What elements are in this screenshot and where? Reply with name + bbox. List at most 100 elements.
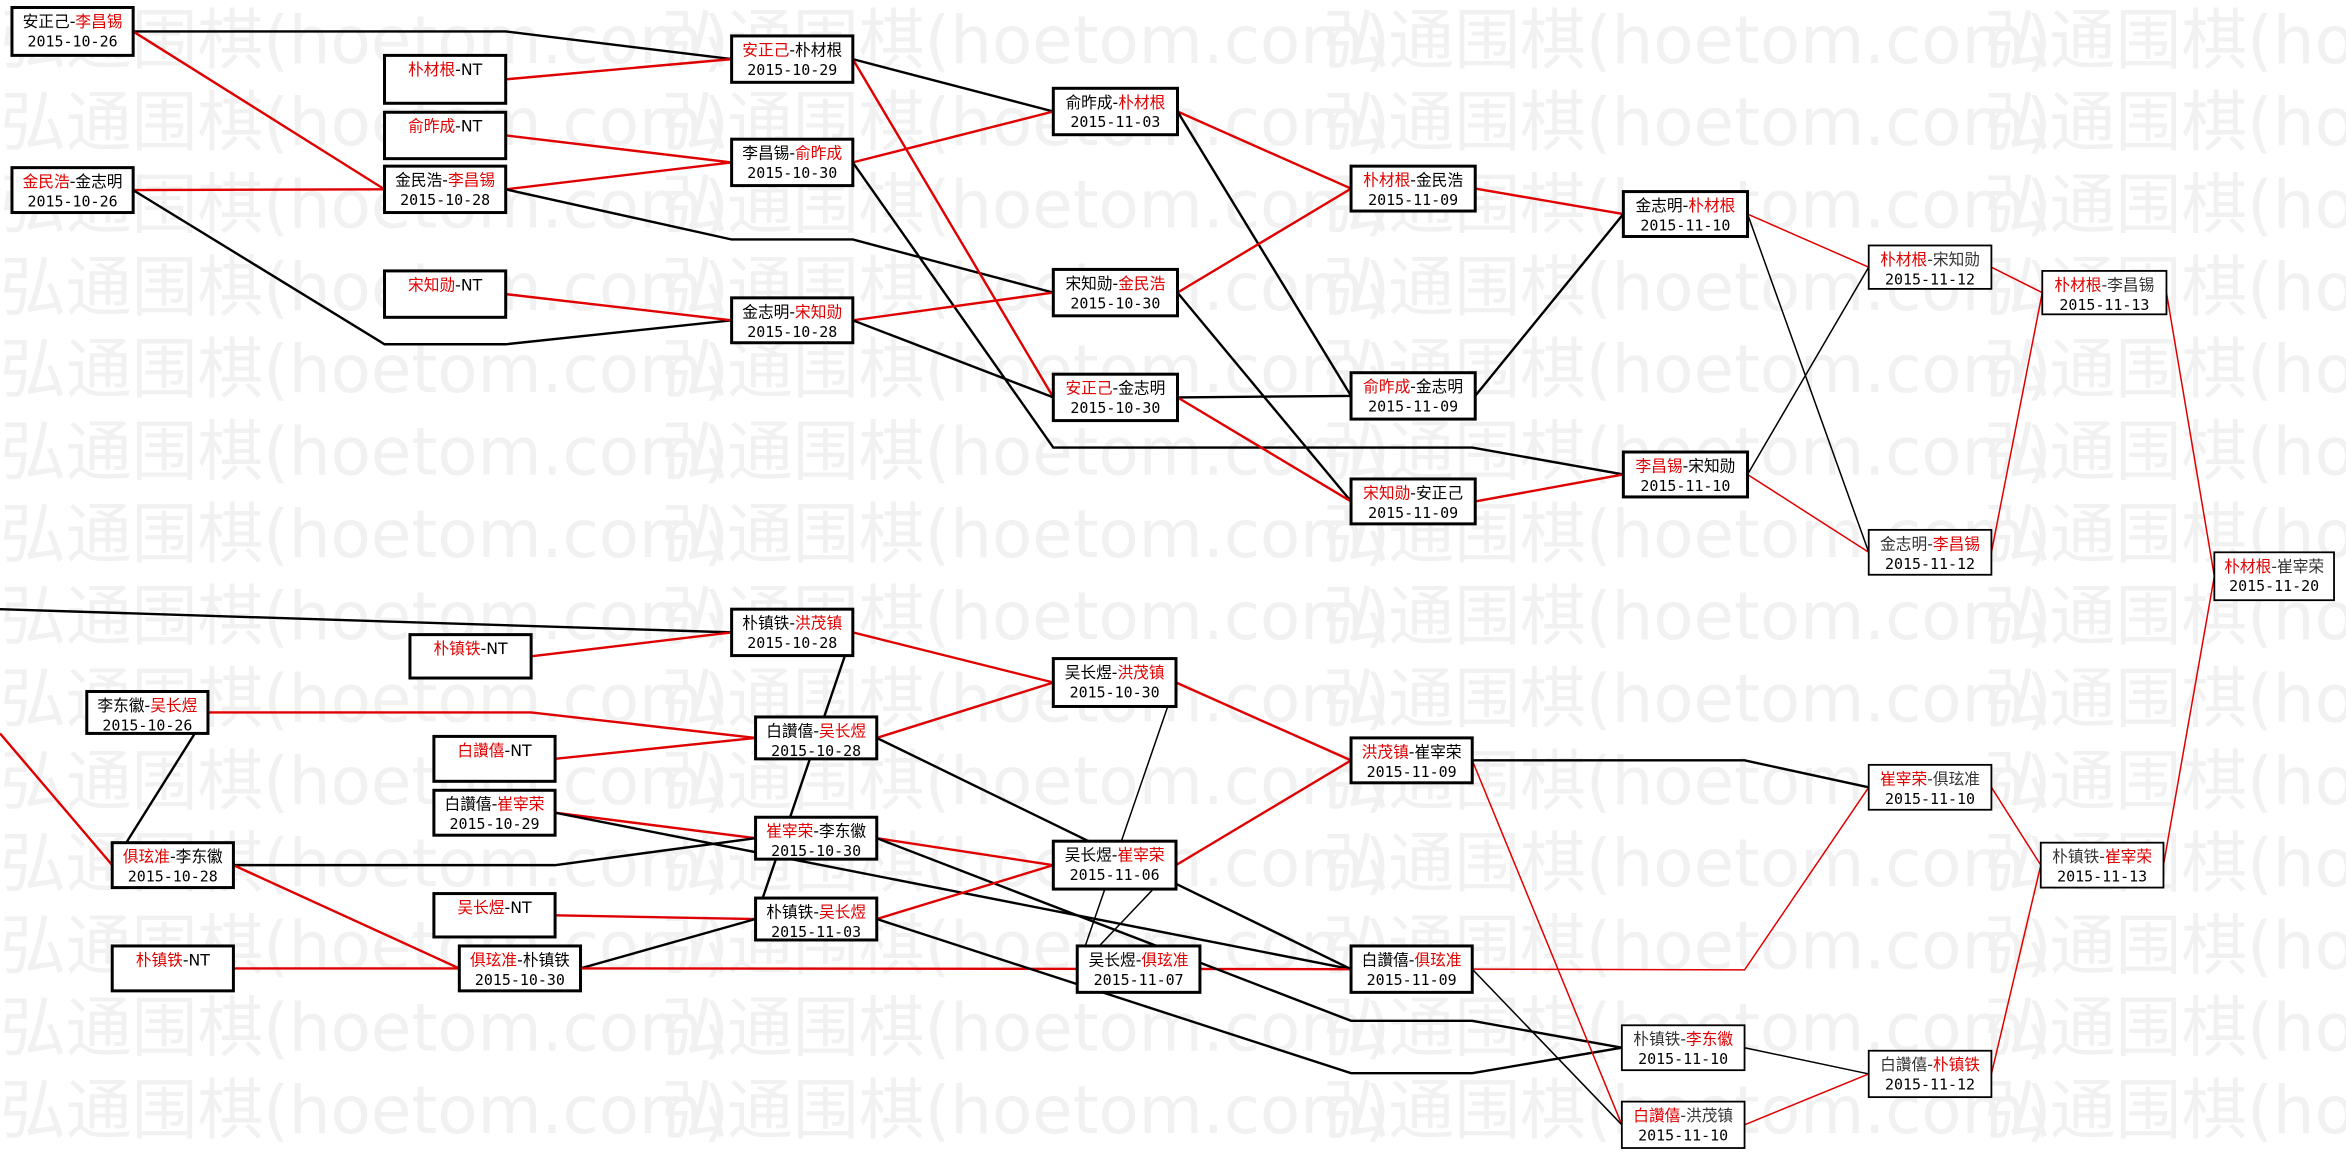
separator: -: [2099, 847, 2105, 866]
watermark-text: 弘通围棋(hoetom.com): [1984, 907, 2346, 984]
match-node[interactable]: 宋知勋-安正己 2015-11-09: [1349, 477, 1477, 526]
match-node[interactable]: 金志明-宋知勋 2015-10-28: [730, 296, 855, 345]
watermark-text: 弘通围棋(hoetom.com): [0, 413, 729, 490]
match-players: 朴镇铁-NT: [136, 950, 211, 969]
loser-path-line: [1176, 110, 1353, 397]
watermark-text: 弘通围棋(hoetom.com): [661, 990, 1390, 1067]
watermark-text: 弘通围棋(hoetom.com): [0, 825, 729, 902]
match-players: 朴材根-NT: [408, 60, 483, 79]
player-2: 李昌锡: [2107, 275, 2154, 294]
player-2: 金民浩: [1416, 171, 1463, 190]
match-node[interactable]: 朴镇铁-NT: [110, 944, 235, 993]
match-node[interactable]: 俱玹准-李东徽 2015-10-28: [110, 841, 235, 890]
match-box: [1620, 1100, 1746, 1149]
match-node[interactable]: 白讚僖-俱玹准 2015-11-09: [1349, 944, 1474, 994]
match-players: 安正己-朴材根: [742, 40, 842, 59]
player-1: 金民浩: [23, 172, 70, 191]
match-players: 金民浩-李昌锡: [395, 171, 495, 190]
match-players: 金民浩-金志明: [23, 172, 123, 191]
match-date: 2015-10-28: [771, 742, 861, 760]
loser-path-line: [554, 811, 1352, 971]
match-node[interactable]: 白讚僖-NT: [432, 734, 557, 783]
match-date: 2015-11-07: [1094, 971, 1184, 989]
match-node[interactable]: 朴镇铁-NT: [408, 633, 533, 680]
winner-path-line: [1175, 759, 1352, 867]
match-node[interactable]: 俞昨成-金志明 2015-11-09: [1349, 371, 1477, 421]
player-2: 李昌锡: [448, 171, 495, 190]
match-box: [730, 296, 855, 345]
match-node[interactable]: 宋知勋-NT: [383, 269, 508, 319]
match-node[interactable]: 俱玹准-朴镇铁 2015-10-30: [457, 944, 583, 993]
match-node[interactable]: 金志明-李昌锡 2015-11-12: [1867, 528, 1993, 576]
match-node[interactable]: 朴材根-李昌锡 2015-11-13: [2041, 270, 2168, 316]
match-date: 2015-10-29: [449, 815, 539, 833]
loser-path-line: [1744, 1047, 1869, 1075]
player-1: 俞昨成: [1363, 377, 1410, 396]
match-players: 吴长煜-俱玹准: [1089, 950, 1189, 969]
match-players: 白讚僖-崔宰荣: [445, 795, 545, 814]
match-node[interactable]: 洪茂镇-崔宰荣 2015-11-09: [1349, 736, 1474, 785]
separator: -: [481, 639, 487, 658]
match-node[interactable]: 金民浩-金志明 2015-10-26: [10, 166, 135, 215]
match-players: 洪茂镇-崔宰荣: [1362, 742, 1462, 761]
match-players: 俞昨成-金志明: [1363, 377, 1463, 396]
match-node[interactable]: 崔宰荣-俱玹准 2015-11-10: [1867, 763, 1993, 811]
match-node[interactable]: 安正己-朴材根 2015-10-29: [730, 34, 855, 84]
winner-path-line: [505, 161, 732, 191]
match-players: 白讚僖-吴长煜: [766, 721, 866, 740]
loser-path-line: [233, 837, 756, 867]
match-node[interactable]: 俞昨成-NT: [383, 110, 508, 161]
player-1: 宋知勋: [1065, 274, 1112, 293]
match-box: [1867, 244, 1993, 290]
player-2: 洪茂镇: [1686, 1106, 1733, 1125]
watermark-text: 弘通围棋(hoetom.com): [661, 496, 1390, 573]
player-1: 俞昨成: [1065, 93, 1112, 112]
bracket-edges: [0, 30, 2216, 1126]
match-node[interactable]: 吴长煜-NT: [432, 892, 557, 939]
match-node[interactable]: 白讚僖-洪茂镇 2015-11-10: [1620, 1100, 1746, 1149]
player-2: 金志明: [1416, 377, 1463, 396]
match-node[interactable]: 白讚僖-朴镇铁 2015-11-12: [1867, 1049, 1993, 1099]
winner-path-line: [554, 736, 756, 761]
winner-path-line: [132, 30, 386, 191]
match-node[interactable]: 吴长煜-俱玹准 2015-11-07: [1075, 944, 1202, 994]
match-date: 2015-11-09: [1367, 763, 1457, 781]
match-players: 白讚僖-朴镇铁: [1880, 1055, 1980, 1074]
match-date: 2015-11-09: [1368, 398, 1458, 416]
match-box: [383, 110, 508, 161]
match-box: [1621, 190, 1750, 238]
player-2: 洪茂镇: [1117, 663, 1164, 682]
player-1: 朴镇铁: [433, 639, 480, 658]
match-box: [1867, 763, 1993, 811]
winner-path-line: [530, 631, 732, 658]
separator: -: [183, 950, 189, 969]
match-box: [1621, 450, 1750, 499]
match-node[interactable]: 白讚僖-吴长煜 2015-10-28: [754, 715, 879, 761]
match-box: [1349, 164, 1477, 213]
match-node[interactable]: 李昌锡-宋知勋 2015-11-10: [1621, 450, 1750, 499]
match-node[interactable]: 朴镇铁-崔宰荣 2015-11-13: [2039, 841, 2165, 889]
separator: -: [1927, 1055, 1933, 1074]
match-players: 宋知勋-安正己: [1363, 483, 1463, 502]
match-players: 金志明-宋知勋: [742, 302, 842, 321]
player-2: NT: [510, 898, 532, 917]
match-node[interactable]: 朴材根-NT: [383, 53, 508, 105]
